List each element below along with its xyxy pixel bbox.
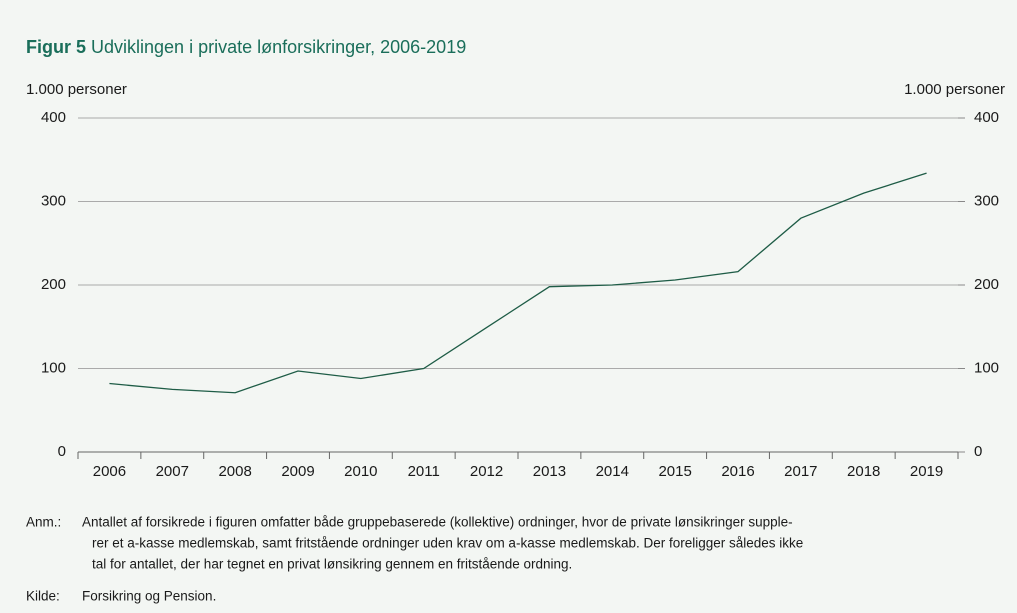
chart-title: Figur 5 Udviklingen i private lønforsikri…: [26, 37, 466, 57]
x-tick-label: 2018: [847, 463, 880, 480]
title-text: Udviklingen i private lønforsikringer, 2…: [91, 37, 466, 57]
note-line: tal for antallet, der har tegnet en priv…: [92, 557, 572, 572]
x-tick-label: 2009: [281, 463, 314, 480]
y2-tick-label: 0: [974, 443, 982, 460]
x-tick-label: 2016: [721, 463, 754, 480]
y-axis-label: 1.000 personer: [26, 81, 127, 98]
x-tick-label: 2013: [533, 463, 566, 480]
y-tick-label: 100: [41, 359, 66, 376]
note-line: rer et a-kasse medlemskab, samt fritståe…: [92, 536, 803, 551]
y-tick-label: 200: [41, 276, 66, 293]
source-label: Kilde:: [26, 589, 60, 604]
x-tick-label: 2017: [784, 463, 817, 480]
x-tick-label: 2007: [156, 463, 189, 480]
x-tick-label: 2006: [93, 463, 126, 480]
title-prefix: Figur 5: [26, 37, 86, 57]
y2-tick-label: 400: [974, 109, 999, 126]
x-tick-label: 2010: [344, 463, 377, 480]
x-tick-label: 2012: [470, 463, 503, 480]
y2-tick-label: 200: [974, 276, 999, 293]
line-series: [109, 172, 927, 394]
note-label: Anm.:: [26, 515, 61, 530]
y2-tick-label: 300: [974, 192, 999, 209]
x-tick-label: 2014: [596, 463, 629, 480]
x-tick-label: 2011: [408, 463, 440, 480]
source: Forsikring og Pension.: [82, 589, 216, 604]
note-line: Antallet af forsikrede i figuren omfatte…: [82, 515, 793, 530]
x-tick-label: 2015: [658, 463, 691, 480]
x-tick-label: 2008: [218, 463, 251, 480]
y2-tick-label: 100: [974, 359, 999, 376]
y-tick-label: 400: [41, 109, 66, 126]
x-tick-label: 2019: [910, 463, 943, 480]
y2-axis-label: 1.000 personer: [904, 81, 1005, 98]
y-tick-label: 0: [58, 443, 66, 460]
y-tick-label: 300: [41, 192, 66, 209]
